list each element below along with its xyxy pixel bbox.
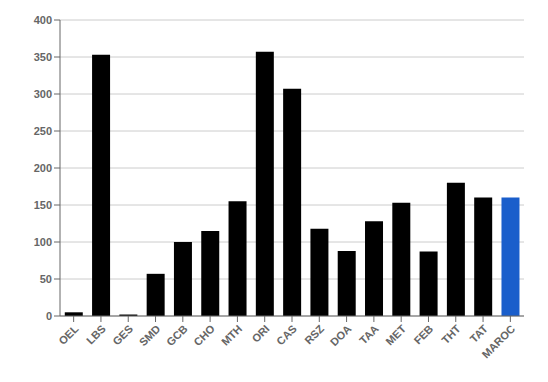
- svg-text:DOA: DOA: [328, 322, 354, 348]
- svg-text:50: 50: [40, 273, 52, 285]
- svg-text:0: 0: [46, 310, 52, 322]
- svg-text:TAT: TAT: [468, 322, 491, 345]
- svg-text:100: 100: [34, 236, 52, 248]
- svg-text:MTH: MTH: [219, 322, 244, 347]
- svg-text:RSZ: RSZ: [302, 322, 326, 346]
- svg-text:TAA: TAA: [357, 322, 381, 346]
- svg-text:SMD: SMD: [137, 322, 163, 348]
- svg-text:350: 350: [34, 51, 52, 63]
- svg-text:ORI: ORI: [249, 322, 271, 344]
- svg-text:GES: GES: [110, 322, 135, 347]
- svg-text:GCB: GCB: [164, 322, 190, 348]
- svg-text:CHO: CHO: [191, 322, 217, 348]
- svg-text:200: 200: [34, 162, 52, 174]
- svg-text:CAS: CAS: [274, 322, 299, 347]
- svg-text:LBS: LBS: [84, 322, 108, 346]
- svg-text:MET: MET: [383, 322, 408, 347]
- svg-text:OEL: OEL: [56, 322, 81, 347]
- svg-text:400: 400: [34, 14, 52, 26]
- svg-text:300: 300: [34, 88, 52, 100]
- svg-text:FEB: FEB: [411, 322, 435, 346]
- svg-text:150: 150: [34, 199, 52, 211]
- svg-text:MAROC: MAROC: [479, 322, 517, 360]
- svg-text:THT: THT: [439, 322, 463, 346]
- svg-text:250: 250: [34, 125, 52, 137]
